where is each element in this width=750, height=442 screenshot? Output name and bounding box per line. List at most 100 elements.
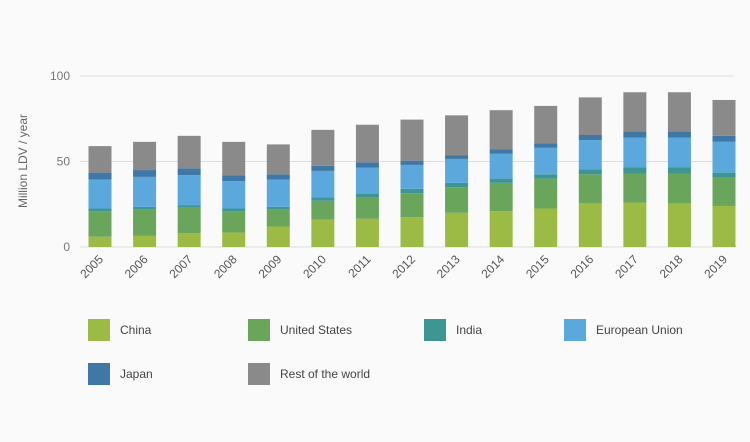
bar-segment-china [400,217,424,247]
bar-segment-united-states [311,200,335,220]
legend-swatch [424,319,446,341]
bar-stack-2016 [578,97,602,247]
bar-stack-2017 [623,92,647,247]
bar-segment-china [177,233,201,247]
bar-segment-china [712,205,736,247]
bar-stack-2018 [667,92,691,247]
bar-segment-japan [489,149,513,154]
bar-segment-india [712,172,736,178]
legend-label: China [120,323,152,337]
bar-segment-india [623,167,647,174]
bar-segment-united-states [88,211,112,237]
bar-segment-united-states [578,174,602,204]
bar-segment-european-union [489,153,513,179]
x-tick-label: 2009 [256,252,285,281]
bar-segment-european-union [712,141,736,173]
bar-segment-india [445,182,469,188]
legend-item: United States [248,318,352,342]
bar-segment-united-states [133,209,157,236]
x-tick-label: 2005 [77,252,106,281]
bar-segment-china [133,235,157,247]
bar-segment-rest-of-the-world [311,129,335,166]
bar-segment-united-states [445,187,469,213]
legend-item: Rest of the world [248,362,370,386]
bar-segment-european-union [667,137,691,168]
legend-label: Rest of the world [280,367,371,381]
legend-item: European Union [564,318,683,342]
bar-stack-2019 [712,99,736,247]
bar-segment-united-states [623,173,647,203]
bar-segment-rest-of-the-world [578,97,602,135]
bar-segment-european-union [222,181,246,209]
legend-swatch [564,319,586,341]
bar-segment-china [311,219,335,247]
bar-stack-2011 [355,124,379,247]
x-tick-label: 2017 [612,252,641,281]
bar-segment-japan [88,172,112,180]
bar-segment-european-union [445,158,469,183]
bar-stacks [88,92,736,247]
bar-segment-japan [445,155,469,159]
bar-segment-japan [222,175,246,182]
bar-segment-china [88,236,112,247]
bar-segment-rest-of-the-world [667,92,691,132]
bar-segment-united-states [712,177,736,206]
bar-segment-rest-of-the-world [534,105,558,144]
bar-segment-india [222,208,246,212]
bar-stack-2013 [445,115,469,247]
legend-swatch [248,319,270,341]
bar-segment-china [578,203,602,247]
bar-stack-2010 [311,129,335,247]
x-tick-label: 2018 [657,252,686,281]
bar-segment-china [222,232,246,247]
bar-segment-japan [311,165,335,171]
bar-stack-2009 [266,144,290,247]
bar-segment-japan [400,160,424,165]
bar-segment-european-union [534,147,558,175]
x-tick-label: 2006 [122,252,151,281]
bar-segment-india [400,188,424,194]
y-tick-label: 100 [50,69,70,83]
y-axis-label: Million LDV / year [16,114,30,208]
bar-segment-rest-of-the-world [445,115,469,156]
y-tick-label: 50 [57,155,71,169]
bar-segment-japan [667,131,691,138]
bar-segment-china [355,218,379,247]
x-tick-label: 2011 [345,252,373,280]
bar-segment-india [311,197,335,201]
legend-swatch [248,363,270,385]
bar-segment-india [534,174,558,179]
legend-label: India [456,323,483,337]
bar-segment-japan [266,174,290,180]
x-tick-label: 2008 [211,252,240,281]
bar-segment-united-states [534,178,558,209]
bar-stack-2007 [177,135,201,247]
bar-stack-2006 [133,141,157,247]
y-axis-ticks: 0 50 100 [50,69,70,254]
bar-segment-india [88,208,112,212]
bar-segment-rest-of-the-world [88,146,112,173]
bar-segment-china [445,212,469,247]
bar-segment-japan [578,134,602,141]
bar-segment-rest-of-the-world [222,141,246,176]
bar-segment-united-states [667,173,691,204]
bar-segment-rest-of-the-world [489,110,513,150]
bar-segment-japan [177,168,201,176]
y-tick-label: 0 [63,240,70,254]
x-tick-label: 2013 [434,252,463,281]
bar-stack-2012 [400,119,424,247]
bar-stack-2008 [222,141,246,247]
bar-segment-european-union [623,137,647,168]
x-axis-ticks: 2005 2006 2007 2008 2009 2010 2011 2012 2013 2014… [77,252,730,281]
x-tick-label: 2016 [568,252,597,281]
legend-label: Japan [120,367,153,381]
bar-segment-european-union [355,167,379,194]
x-tick-label: 2015 [523,252,552,281]
bar-stack-2014 [489,110,513,247]
bar-segment-china [623,202,647,247]
bar-segment-china [667,203,691,247]
bar-segment-india [355,193,379,198]
bar-segment-european-union [578,140,602,170]
bar-segment-japan [133,170,157,177]
